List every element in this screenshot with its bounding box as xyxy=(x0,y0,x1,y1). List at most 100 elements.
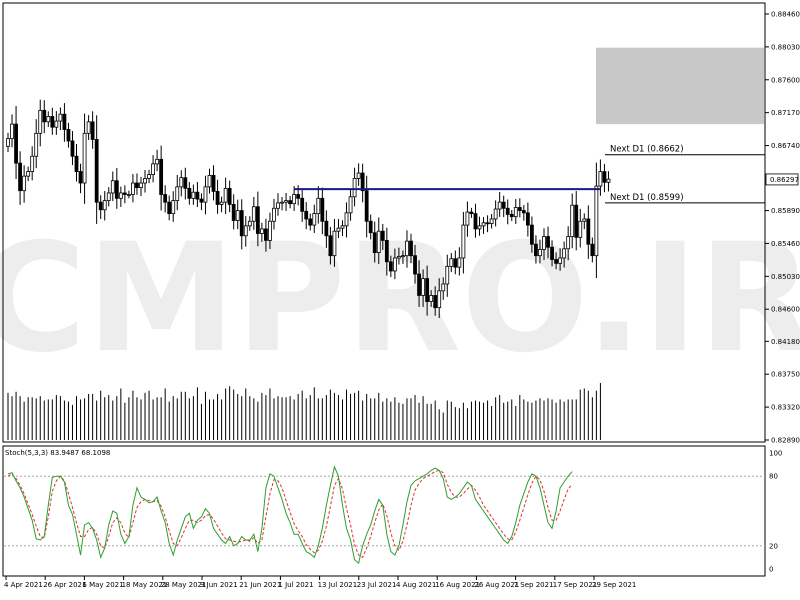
candle xyxy=(602,171,607,183)
candle xyxy=(70,140,75,157)
candle xyxy=(151,163,155,176)
candle xyxy=(312,213,317,226)
candle xyxy=(167,201,172,215)
candle xyxy=(417,273,421,296)
candle xyxy=(550,246,554,260)
candle xyxy=(90,121,95,140)
candle xyxy=(320,197,325,222)
candle xyxy=(397,256,401,259)
candle xyxy=(26,171,31,177)
candlestick-series xyxy=(6,99,611,319)
candle xyxy=(288,200,293,205)
candle xyxy=(191,191,196,199)
date-tick-label: 4 Apr 2021 xyxy=(4,581,43,589)
candle xyxy=(74,155,79,172)
candle xyxy=(546,236,550,248)
candle xyxy=(66,129,71,142)
candle xyxy=(227,187,232,205)
date-tick-label: 13 Jul 2021 xyxy=(318,581,358,589)
candle xyxy=(304,210,309,220)
candle xyxy=(517,207,522,211)
price-tick-label: 0.83320 xyxy=(771,404,800,412)
price-tick-label: 0.87600 xyxy=(771,76,800,84)
candle xyxy=(433,295,438,309)
price-tick-label: 0.88030 xyxy=(771,43,800,51)
candle xyxy=(102,200,107,211)
candle xyxy=(199,198,204,203)
date-tick-label: 29 Sep 2021 xyxy=(592,581,636,589)
candle xyxy=(421,278,425,296)
date-tick-label: 23 Jul 2021 xyxy=(357,581,397,589)
candle xyxy=(578,220,583,238)
current-price-marker: 0.86297 xyxy=(765,173,799,186)
candle xyxy=(272,207,276,222)
candle xyxy=(211,174,216,192)
candle xyxy=(409,240,413,257)
next-d1-high-label: Next D1 (0.8662) xyxy=(610,145,684,155)
candle xyxy=(570,204,575,237)
candle xyxy=(219,201,224,205)
candle xyxy=(276,202,280,209)
candle xyxy=(489,218,494,224)
candle xyxy=(82,132,87,184)
candle xyxy=(538,249,542,257)
candle xyxy=(352,178,357,198)
candle xyxy=(110,180,115,194)
stochastic-signal-line xyxy=(7,469,573,559)
price-tick-label: 0.85030 xyxy=(771,273,800,281)
candle xyxy=(147,174,151,179)
candle xyxy=(554,259,558,264)
price-tick-label: 0.87170 xyxy=(771,109,800,117)
candle xyxy=(332,230,337,257)
candle xyxy=(481,222,486,227)
candle xyxy=(255,206,260,234)
candle xyxy=(368,220,373,234)
candle xyxy=(235,210,240,221)
candle xyxy=(348,196,353,214)
candle xyxy=(441,283,446,292)
candle xyxy=(251,206,256,222)
supply-zone xyxy=(596,47,764,125)
candle xyxy=(296,194,301,199)
candle xyxy=(336,227,341,232)
candle xyxy=(509,213,514,218)
candle xyxy=(6,138,10,147)
candle xyxy=(324,220,329,237)
candle xyxy=(594,185,599,257)
candle xyxy=(127,194,131,196)
candle xyxy=(207,174,212,188)
next-d1-low-label: Next D1 (0.8599) xyxy=(610,193,684,203)
candle xyxy=(505,207,510,215)
candle xyxy=(558,257,563,264)
candle xyxy=(239,210,244,237)
candle xyxy=(135,182,139,189)
candle xyxy=(106,192,111,202)
stochastic-level-label: 80 xyxy=(769,473,778,481)
stochastic-levels: 100 80 20 0 xyxy=(4,450,782,574)
watermark: CMPRO.IR xyxy=(0,212,800,386)
candle xyxy=(22,175,27,192)
candle xyxy=(308,218,313,226)
candle xyxy=(328,235,333,257)
candle xyxy=(413,255,417,275)
candle xyxy=(437,290,442,309)
stochastic-level-label: 0 xyxy=(769,566,773,574)
candle xyxy=(493,208,498,220)
candle xyxy=(405,240,409,257)
candle xyxy=(530,224,534,245)
candle xyxy=(521,210,526,214)
price-tick-label: 0.86740 xyxy=(771,142,800,150)
candle xyxy=(372,232,377,254)
candle xyxy=(582,218,587,222)
candle xyxy=(590,243,595,257)
candle xyxy=(155,158,160,165)
candle xyxy=(268,220,272,241)
candle xyxy=(392,257,397,272)
candle xyxy=(38,109,43,134)
candle xyxy=(183,177,188,189)
candle xyxy=(453,258,458,268)
candle xyxy=(179,177,184,188)
date-tick-label: 7 Sep 2021 xyxy=(514,581,554,589)
